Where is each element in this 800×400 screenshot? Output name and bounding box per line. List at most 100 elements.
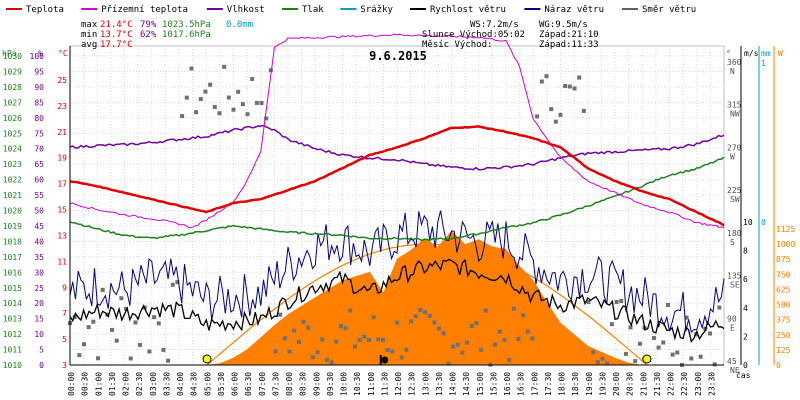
wind-direction-point — [698, 354, 703, 359]
pressure-tick-label: 1025 — [3, 129, 22, 138]
wind-direction-point — [511, 306, 516, 311]
wind-direction-point — [717, 305, 722, 310]
wind-direction-point — [684, 315, 689, 320]
wind-tick-label: 10 — [743, 218, 753, 227]
stats-min-label: min — [81, 30, 97, 40]
info-sunset: Západ:21:10 — [539, 30, 599, 40]
x-tick-label: 12:30 — [408, 372, 417, 396]
wind-direction-point — [483, 308, 488, 313]
wind-direction-point — [250, 76, 255, 81]
info-sunrise: Slunce Východ:05:02 — [422, 30, 525, 40]
wind-direction-point — [362, 334, 367, 339]
stats-max-temp: 21.4°C — [100, 20, 133, 30]
pressure-tick-label: 1027 — [3, 98, 22, 107]
wind-direction-point — [96, 356, 101, 361]
wind-direction-point — [460, 350, 465, 355]
x-tick-label: 20:00 — [612, 372, 621, 396]
humidity-tick-label: 55 — [34, 191, 44, 200]
x-tick-label: 22:00 — [667, 372, 676, 396]
wind-direction-point — [530, 336, 535, 341]
wind-tick-label: 0 — [743, 361, 748, 370]
humidity-tick-label: 30 — [34, 268, 44, 277]
info-wind-gust: WG:9.5m/s — [539, 20, 588, 30]
x-tick-label: 20:30 — [626, 372, 635, 396]
stats-avg-label: avg — [81, 40, 97, 50]
solar-tick-label: 1125 — [776, 225, 795, 234]
x-tick-label: 06:30 — [244, 372, 253, 396]
direction-tick-name: S — [730, 238, 735, 247]
x-tick-label: 02:30 — [135, 372, 144, 396]
humidity-tick-label: 95 — [34, 67, 44, 76]
pressure-tick-label: 1012 — [3, 330, 22, 339]
temperature-tick-label: 15 — [57, 206, 67, 215]
x-tick-label: 21:00 — [639, 372, 648, 396]
wind-direction-point — [240, 102, 245, 107]
pressure-tick-label: 1029 — [3, 67, 22, 76]
pressure-tick-label: 1024 — [3, 145, 22, 154]
x-tick-label: 10:30 — [353, 372, 362, 396]
wind-direction-point — [352, 344, 357, 349]
pressure-tick-label: 1013 — [3, 315, 22, 324]
wind-direction-point — [245, 112, 250, 117]
wind-direction-point — [404, 347, 409, 352]
wind-direction-point — [423, 310, 428, 315]
wind-direction-point — [264, 116, 269, 121]
wind-direction-point — [665, 302, 670, 307]
humidity-tick-label: 90 — [34, 83, 44, 92]
solar-radiation-area — [70, 230, 724, 365]
humidity-tick-label: 40 — [34, 237, 44, 246]
wind-direction-point — [567, 84, 572, 89]
wind-direction-point — [656, 345, 661, 350]
x-tick-label: 07:30 — [271, 372, 280, 396]
wind-direction-point — [507, 357, 512, 362]
pressure-tick-label: 1018 — [3, 237, 22, 246]
wind-direction-point — [628, 325, 633, 330]
direction-unit: ° — [726, 49, 731, 58]
x-tick-label: 13:30 — [435, 372, 444, 396]
x-tick-label: 12:00 — [394, 372, 403, 396]
wind-direction-point — [91, 319, 96, 324]
stats-max-label: max — [81, 20, 98, 30]
wind-direction-point — [82, 342, 87, 347]
x-tick-label: 17:00 — [530, 372, 539, 396]
wind-direction-point — [469, 323, 474, 328]
wind-direction-point — [301, 319, 306, 324]
humidity-tick-label: 100 — [30, 52, 45, 61]
wind-direction-point — [409, 319, 414, 324]
legend-label: Vlhkost — [227, 5, 265, 15]
wind-tick-label: 2 — [743, 332, 748, 341]
wind-direction-point — [707, 331, 712, 336]
x-tick-label: 00:30 — [81, 372, 90, 396]
wind-direction-point — [161, 347, 166, 352]
direction-tick-name: NW — [730, 110, 740, 119]
wind-direction-point — [493, 342, 498, 347]
temperature-tick-label: 21 — [57, 128, 67, 137]
humidity-tick-label: 50 — [34, 207, 44, 216]
wind-direction-point — [282, 336, 287, 341]
wind-direction-point — [591, 350, 596, 355]
wind-direction-point — [110, 327, 115, 332]
pressure-tick-label: 1020 — [3, 207, 22, 216]
wind-direction-point — [138, 342, 143, 347]
legend-label: Směr větru — [642, 5, 696, 15]
legend-label: Náraz větru — [544, 5, 604, 15]
solar-tick-label: 250 — [776, 331, 791, 340]
sun-marker — [202, 354, 212, 364]
x-tick-label: 00:00 — [67, 372, 76, 396]
x-tick-label: 02:00 — [122, 372, 131, 396]
wind-direction-point — [324, 357, 329, 362]
wind-direction-point — [152, 315, 157, 320]
wind-direction-point — [296, 340, 301, 345]
legend-label: Přízemní teplota — [101, 5, 188, 15]
wind-direction-point — [254, 100, 259, 105]
wind-direction-point — [114, 338, 119, 343]
humidity-unit: % — [38, 49, 43, 58]
wind-direction-point — [614, 299, 619, 304]
x-tick-label: 05:30 — [217, 372, 226, 396]
wind-direction-point — [357, 338, 362, 343]
wind-direction-point — [479, 347, 484, 352]
wind-direction-point — [572, 86, 577, 91]
solar-tick-label: 125 — [776, 346, 791, 355]
x-tick-label: 19:00 — [585, 372, 594, 396]
wind-direction-point — [273, 349, 278, 354]
